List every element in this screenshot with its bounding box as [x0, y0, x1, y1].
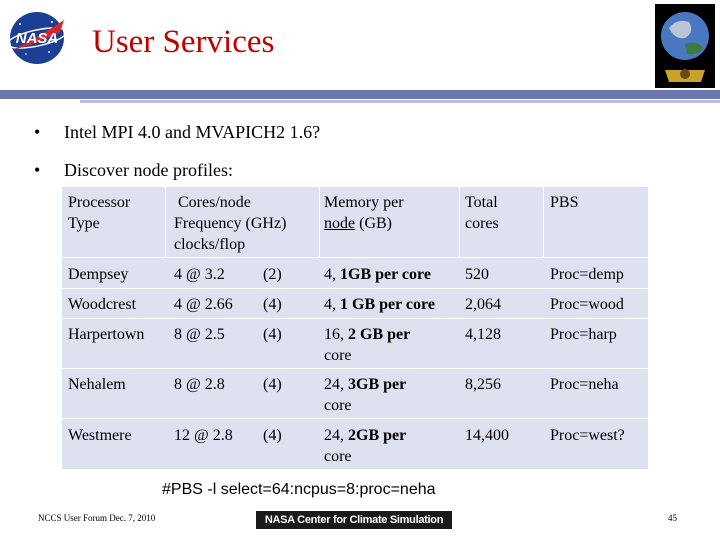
cell-flop: (4) — [263, 376, 282, 393]
header-pbs: PBS — [550, 194, 579, 211]
cell-total: 14,400 — [465, 427, 509, 444]
cell-pbs: Proc=wood — [550, 296, 624, 313]
cell-flop: (4) — [263, 427, 282, 444]
cell-memory: 4, 1 GB per core — [324, 296, 435, 313]
cell-memory: 24, 2GB per core — [324, 427, 407, 465]
cell-pbs: Proc=west? — [550, 427, 625, 444]
cell-memory: 16, 2 GB per core — [324, 326, 411, 364]
cell-flop: (4) — [263, 326, 282, 343]
node-profile-table — [62, 187, 648, 469]
bullet-item: • Discover node profiles: — [34, 160, 233, 180]
header-cores-node: Cores/node Frequency (GHz) clocks/flop — [174, 194, 287, 253]
header-processor-type: Processor Type — [68, 194, 131, 232]
bullet-dot-icon: • — [34, 122, 41, 142]
cell-total: 2,064 — [465, 296, 501, 313]
cell-pbs: Proc=neha — [550, 376, 619, 393]
cell-cores: 8 @ 2.8 — [174, 376, 225, 393]
cell-pbs: Proc=demp — [550, 266, 624, 283]
page-title: User Services — [92, 24, 275, 60]
cell-cores: 4 @ 2.66 — [174, 296, 233, 313]
footer-banner: NASA Center for Climate Simulation — [256, 511, 452, 529]
page-number: 45 — [668, 513, 677, 523]
cell-cores: 12 @ 2.8 — [174, 427, 233, 444]
cell-type: Woodcrest — [68, 296, 137, 313]
nasa-logo: NASA — [6, 12, 68, 64]
pbs-command: #PBS -l select=64:ncpus=8:proc=neha — [162, 481, 436, 498]
cell-total: 8,256 — [465, 376, 501, 393]
cell-cores: 4 @ 3.2 — [174, 266, 225, 283]
globe-logo — [655, 4, 715, 88]
cell-memory: 4, 1GB per core — [324, 266, 431, 283]
footer-text: NCCS User Forum Dec. 7, 2010 — [38, 513, 156, 523]
cell-flop: (4) — [263, 296, 282, 313]
svg-text:NASA: NASA — [16, 30, 59, 47]
bullet-item: • Intel MPI 4.0 and MVAPICH2 1.6? — [34, 122, 321, 142]
cell-memory: 24, 3GB per core — [324, 376, 407, 414]
divider-bar — [0, 90, 720, 99]
cell-type: Westmere — [68, 427, 132, 444]
cell-total: 4,128 — [465, 326, 501, 343]
bullet-dot-icon: • — [34, 160, 41, 180]
cell-cores: 8 @ 2.5 — [174, 326, 225, 343]
header-memory: Memory per node (GB) — [324, 194, 404, 232]
cell-total: 520 — [465, 266, 489, 283]
cell-type: Harpertown — [68, 326, 145, 343]
divider-line — [80, 100, 720, 103]
cell-type: Nehalem — [68, 376, 126, 393]
cell-flop: (2) — [263, 266, 282, 283]
header-total-cores: Total cores — [465, 194, 499, 232]
cell-pbs: Proc=harp — [550, 326, 617, 343]
cell-type: Dempsey — [68, 266, 129, 283]
